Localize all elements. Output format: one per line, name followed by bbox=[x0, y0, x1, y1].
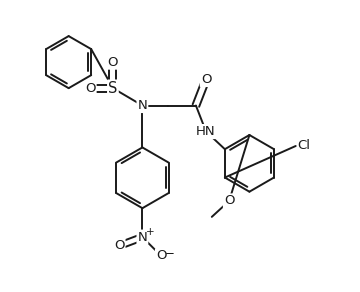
Text: +: + bbox=[146, 227, 155, 237]
Text: O: O bbox=[224, 194, 234, 207]
Text: N: N bbox=[138, 99, 147, 112]
Text: HN: HN bbox=[196, 125, 216, 138]
Text: O: O bbox=[85, 82, 96, 95]
Text: O: O bbox=[108, 55, 118, 69]
Text: S: S bbox=[108, 81, 118, 96]
Text: O: O bbox=[156, 249, 166, 263]
Text: N: N bbox=[138, 231, 147, 244]
Text: −: − bbox=[165, 246, 174, 260]
Text: O: O bbox=[114, 239, 125, 252]
Text: O: O bbox=[201, 73, 211, 86]
Text: Cl: Cl bbox=[297, 140, 310, 152]
